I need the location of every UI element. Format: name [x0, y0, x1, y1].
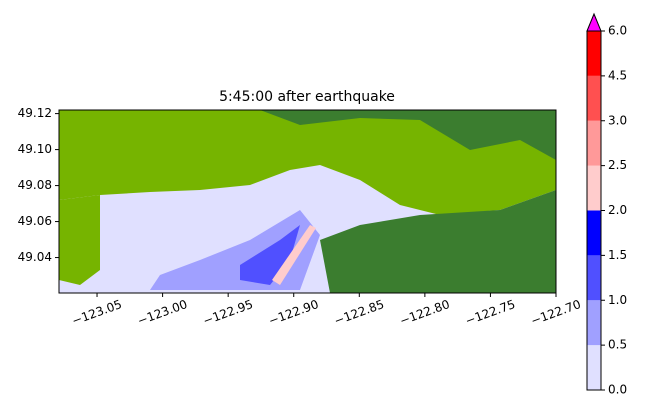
colorbar-tick-label: 1.0 [608, 293, 627, 307]
colorbar-segment [587, 345, 601, 390]
colorbar-segment [587, 210, 601, 256]
colorbar-segment [587, 165, 601, 211]
colorbar-tick-label: 2.5 [608, 158, 627, 172]
x-tick-label: −122.90 [267, 297, 321, 328]
map-title: 5:45:00 after earthquake [219, 89, 395, 105]
map-image [59, 110, 556, 293]
colorbar-segment [587, 255, 601, 301]
plot-frame [58, 109, 557, 294]
colorbar-extend [586, 12, 602, 32]
x-tick-label: −122.70 [529, 297, 583, 328]
y-tick-label: 49.10 [18, 142, 52, 156]
colorbar-tick-label: 4.5 [608, 68, 627, 82]
colorbar-tick-label: 0.5 [608, 338, 627, 352]
colorbar-segment [587, 75, 601, 121]
colorbar-tick-label: 2.0 [608, 203, 627, 217]
x-tick-label: −122.85 [332, 297, 386, 328]
colorbar-segment [587, 300, 601, 346]
x-tick-label: −123.05 [70, 297, 124, 328]
x-tick-label: −123.00 [136, 297, 190, 328]
x-tick-label: −122.80 [398, 297, 452, 328]
colorbar-segment [587, 31, 601, 76]
x-tick-label: −122.75 [463, 297, 517, 328]
colorbar-tick-label: 3.0 [608, 113, 627, 127]
y-tick-label: 49.06 [18, 214, 52, 228]
colorbar-frame [586, 30, 602, 391]
x-tick-label: −122.95 [201, 297, 255, 328]
colorbar-tick-label: 6.0 [608, 24, 627, 38]
colorbar-segment [587, 120, 601, 166]
y-tick-label: 49.12 [18, 106, 52, 120]
y-tick-label: 49.04 [18, 250, 52, 264]
colorbar-tick-label: 1.5 [608, 248, 627, 262]
colorbar-tick-label: 0.0 [608, 383, 627, 397]
y-tick-label: 49.08 [18, 178, 52, 192]
